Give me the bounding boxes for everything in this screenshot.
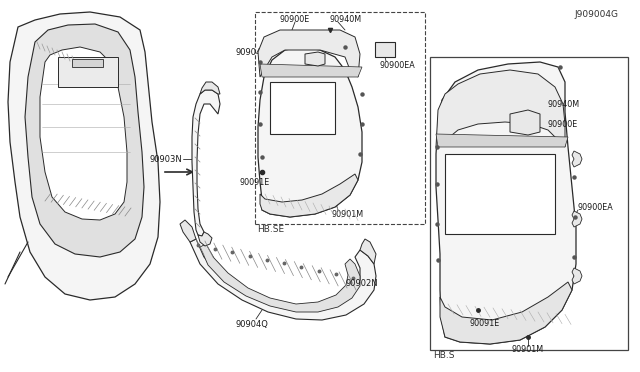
Polygon shape <box>180 220 196 242</box>
Polygon shape <box>260 64 362 77</box>
Polygon shape <box>440 282 572 344</box>
Text: 90940M: 90940M <box>330 15 362 23</box>
Polygon shape <box>72 59 103 67</box>
Polygon shape <box>360 239 376 264</box>
Text: 90904Q: 90904Q <box>236 48 269 57</box>
Text: 90901M: 90901M <box>332 209 364 218</box>
Polygon shape <box>375 42 395 57</box>
Polygon shape <box>258 30 360 77</box>
Text: 90904Q: 90904Q <box>236 321 269 330</box>
Text: J909004G: J909004G <box>574 10 618 19</box>
Polygon shape <box>260 174 358 217</box>
Text: 90940M: 90940M <box>548 99 580 109</box>
Polygon shape <box>270 82 335 134</box>
Polygon shape <box>572 268 582 284</box>
Polygon shape <box>572 211 582 227</box>
Text: 90900E: 90900E <box>280 15 310 23</box>
Polygon shape <box>436 134 568 147</box>
Text: HB.SE: HB.SE <box>257 224 284 234</box>
Polygon shape <box>190 239 376 320</box>
Polygon shape <box>192 90 220 236</box>
Text: HB.S: HB.S <box>433 350 454 359</box>
Polygon shape <box>25 24 144 257</box>
Text: 90903N: 90903N <box>149 154 182 164</box>
Bar <box>255 12 425 224</box>
Polygon shape <box>258 47 362 217</box>
Polygon shape <box>200 82 220 94</box>
Polygon shape <box>510 110 540 135</box>
Bar <box>430 57 628 350</box>
Text: 90900EA: 90900EA <box>578 202 614 212</box>
Polygon shape <box>305 52 325 66</box>
Polygon shape <box>8 12 160 300</box>
Polygon shape <box>40 47 127 220</box>
Polygon shape <box>572 151 582 167</box>
Polygon shape <box>445 154 555 234</box>
Text: 90091E: 90091E <box>240 177 270 186</box>
Polygon shape <box>200 244 360 312</box>
Text: 90901M: 90901M <box>512 346 544 355</box>
Text: 90900EA: 90900EA <box>380 61 416 70</box>
Polygon shape <box>198 232 212 246</box>
Text: 90900E: 90900E <box>548 119 579 128</box>
Polygon shape <box>436 62 576 344</box>
Text: 90902N: 90902N <box>346 279 379 289</box>
Polygon shape <box>58 57 118 87</box>
Text: 90091E: 90091E <box>470 320 500 328</box>
Polygon shape <box>436 70 565 147</box>
